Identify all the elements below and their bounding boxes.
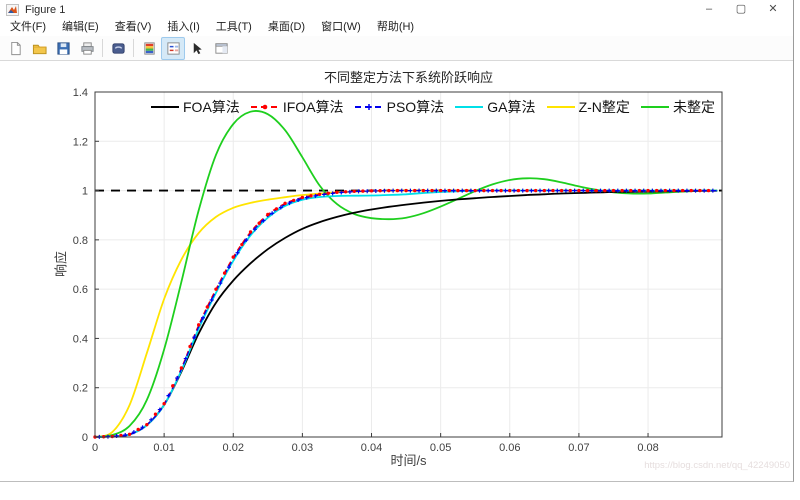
open-file-button[interactable] [27,37,51,60]
legend-sample-FOA算法 [151,106,179,108]
toolbar-separator [133,39,134,57]
curve-Z-N整定[interactable] [94,189,718,438]
matlab-figure-icon [6,3,19,16]
y-tick-label: 1.4 [73,87,88,99]
y-tick-label: 0.4 [73,333,88,345]
x-tick-label: 0.07 [568,442,589,454]
x-tick-label: 0 [92,442,98,454]
window-controls: – ▢ ✕ [693,0,789,19]
figure-window: Figure 1 – ▢ ✕ 文件(F) 编辑(E) 查看(V) 插入(I) 工… [0,0,794,482]
legend-sample-Z-N整定 [546,106,575,108]
x-axis-label: 时间/s [390,453,427,468]
grid-lines [95,92,722,437]
window-title: Figure 1 [25,3,66,16]
new-document-icon [10,41,21,55]
maximize-button[interactable]: ▢ [735,3,747,15]
menu-desktop[interactable]: 桌面(D) [267,21,306,33]
open-folder-icon [32,44,47,54]
legend-label: GA算法 [487,99,536,115]
open-property-inspector-button[interactable] [209,37,233,60]
menu-tools[interactable]: 工具(T) [215,21,252,33]
x-tick-label: 0.04 [361,442,382,454]
curve-GA算法[interactable] [94,189,718,438]
y-tick-label: 1.2 [73,136,88,148]
markers-PSO算法 [97,188,715,439]
menu-insert[interactable]: 插入(I) [167,21,200,33]
legend-item-Z-N整定[interactable]: Z-N整定 [546,97,630,117]
insert-legend-button[interactable] [161,36,185,60]
print-figure-button[interactable] [75,37,99,60]
y-tick-label: 1 [82,186,88,198]
legend-label: PSO算法 [386,99,445,115]
x-tick-label: 0.05 [430,442,451,454]
legend-sample-GA算法 [455,106,484,108]
markers-IFOA算法 [93,188,711,439]
legend-item-IFOA算法[interactable]: IFOA算法 [250,97,344,117]
chart-legend[interactable]: FOA算法 IFOA算法 PSO算法 GA算法 Z-N整定 未整定 [150,98,715,116]
new-figure-button[interactable] [3,37,27,60]
curve-IFOA算法[interactable] [94,189,718,438]
figure-toolbar [0,36,793,61]
save-floppy-icon [56,41,70,55]
figure-canvas [0,61,793,481]
menu-edit[interactable]: 编辑(E) [62,21,99,33]
legend-label: 未整定 [672,99,715,115]
x-tick-label: 0.01 [153,442,174,454]
menu-bar: 文件(F) 编辑(E) 查看(V) 插入(I) 工具(T) 桌面(D) 窗口(W… [0,19,793,36]
legend-label: FOA算法 [183,99,240,115]
cursor-arrow-icon [193,42,202,54]
colorbar-icon [143,41,155,55]
insert-colorbar-button[interactable] [137,37,161,60]
y-tick-label: 0.8 [73,235,88,247]
tick-marks [94,91,649,438]
watermark-text: https://blog.csdn.net/qq_42249050 [644,460,790,471]
menu-window[interactable]: 窗口(W) [321,21,361,33]
legend-icon [166,41,180,55]
chart-title: 不同整定方法下系统阶跃响应 [323,70,493,85]
y-tick-label: 0.6 [73,284,88,296]
x-tick-label: 0.06 [499,442,520,454]
menu-help[interactable]: 帮助(H) [376,21,415,33]
legend-item-GA算法[interactable]: GA算法 [454,97,536,117]
save-figure-button[interactable] [51,37,75,60]
y-axis-label: 响应 [53,250,69,278]
x-tick-label: 0.08 [637,442,658,454]
x-tick-label: 0.02 [223,442,244,454]
y-tick-label: 0.2 [73,383,88,395]
menu-file[interactable]: 文件(F) [10,21,47,33]
legend-sample-IFOA算法 [250,104,279,110]
legend-item-未整定[interactable]: 未整定 [640,97,715,117]
edit-plot-button[interactable] [185,37,209,60]
legend-item-PSO算法[interactable]: PSO算法 [354,97,445,117]
legend-sample-PSO算法 [354,104,383,110]
legend-sample-未整定 [640,106,669,108]
property-inspector-icon [214,42,228,54]
curve-FOA算法[interactable] [94,189,718,438]
printer-icon [80,41,94,55]
legend-item-FOA算法[interactable]: FOA算法 [150,97,240,117]
curve-PSO算法[interactable] [94,189,718,438]
toolbar-separator [102,39,103,57]
title-bar[interactable]: Figure 1 – ▢ ✕ [0,0,793,19]
link-plot-button[interactable] [106,37,130,60]
minimize-button[interactable]: – [705,3,713,15]
menu-view[interactable]: 查看(V) [114,21,152,33]
legend-label: IFOA算法 [282,99,344,115]
x-tick-label: 0.03 [292,442,313,454]
y-tick-label: 0 [82,432,88,444]
legend-label: Z-N整定 [578,99,630,115]
link-plot-icon [111,42,125,54]
close-button[interactable]: ✕ [768,3,778,15]
axes-box [94,91,723,438]
